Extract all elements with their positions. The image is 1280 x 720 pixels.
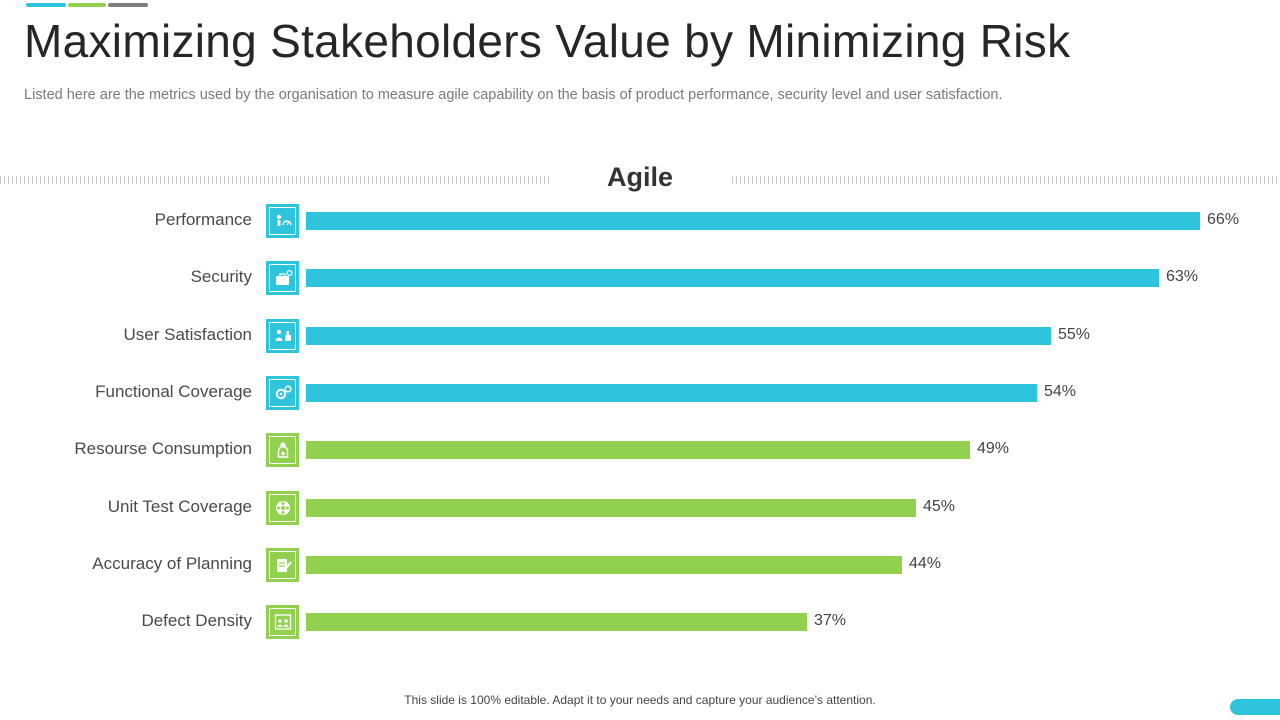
unit-test-coverage-wheel-icon bbox=[266, 491, 299, 525]
footer-note: This slide is 100% editable. Adapt it to… bbox=[404, 693, 876, 707]
defect-density-team-icon bbox=[266, 605, 299, 639]
chart-row: Accuracy of Planning 44% bbox=[0, 548, 1280, 582]
bar bbox=[306, 613, 807, 631]
chart-row: Resourse Consumption 49% bbox=[0, 433, 1280, 467]
category-label: Resourse Consumption bbox=[74, 439, 252, 458]
chart-row: User Satisfaction 55% bbox=[0, 319, 1280, 353]
chart-row: Defect Density 37% bbox=[0, 605, 1280, 639]
category-label: Unit Test Coverage bbox=[107, 497, 252, 516]
category-label: Security bbox=[190, 267, 252, 286]
bar bbox=[306, 499, 916, 517]
bar-value-label: 55% bbox=[1058, 326, 1091, 343]
bar bbox=[306, 556, 902, 574]
bar-value-label: 37% bbox=[814, 612, 847, 629]
category-label: Defect Density bbox=[141, 611, 252, 630]
security-briefcase-icon bbox=[266, 261, 299, 295]
bar-value-label: 54% bbox=[1044, 383, 1077, 400]
bar-value-label: 45% bbox=[923, 498, 956, 515]
bar-value-label: 66% bbox=[1207, 211, 1240, 228]
bar bbox=[306, 212, 1200, 230]
page-subtitle: Listed here are the metrics used by the … bbox=[24, 87, 1003, 103]
bar bbox=[306, 327, 1051, 345]
category-label: Functional Coverage bbox=[95, 382, 252, 401]
hatch-divider-right bbox=[732, 176, 1280, 184]
category-label: Accuracy of Planning bbox=[92, 554, 252, 573]
bar bbox=[306, 384, 1037, 402]
category-label: Performance bbox=[154, 210, 252, 229]
chart-row: Unit Test Coverage 45% bbox=[0, 491, 1280, 525]
category-label: User Satisfaction bbox=[123, 325, 253, 344]
corner-accent-pill bbox=[1230, 699, 1280, 715]
chart-row: Security 63% bbox=[0, 261, 1280, 295]
chart-title: Agile bbox=[606, 162, 673, 192]
bar-value-label: 44% bbox=[909, 555, 942, 572]
accent-bar-green bbox=[68, 3, 106, 7]
accent-bar-gray bbox=[108, 3, 148, 7]
bar-value-label: 63% bbox=[1166, 268, 1199, 285]
page-title: Maximizing Stakeholders Value by Minimiz… bbox=[24, 15, 1071, 67]
user-satisfaction-thumbs-icon bbox=[266, 319, 299, 353]
accuracy-planning-clipboard-icon bbox=[266, 548, 299, 582]
bar bbox=[306, 269, 1159, 287]
hatch-divider-left bbox=[0, 176, 550, 184]
accent-bar-cyan bbox=[26, 3, 66, 7]
bar bbox=[306, 441, 970, 459]
resource-consumption-person-icon bbox=[266, 433, 299, 467]
chart-row: Performance 66% bbox=[0, 204, 1280, 238]
performance-gauge-icon bbox=[266, 204, 299, 238]
bar-value-label: 49% bbox=[977, 440, 1010, 457]
functional-coverage-gears-icon bbox=[266, 376, 299, 410]
chart-row: Functional Coverage 54% bbox=[0, 376, 1280, 410]
